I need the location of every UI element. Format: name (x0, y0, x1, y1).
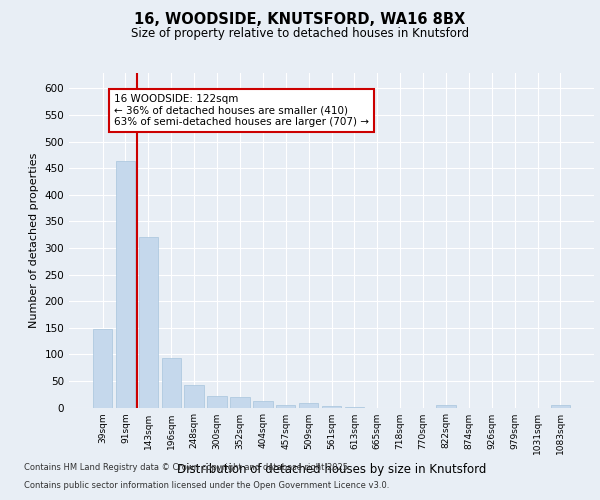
Bar (184, 384, 204, 407)
Bar (230, 397, 250, 407)
Bar (436, 405, 455, 407)
Bar (299, 403, 319, 407)
Text: 16 WOODSIDE: 122sqm
← 36% of detached houses are smaller (410)
63% of semi-detac: 16 WOODSIDE: 122sqm ← 36% of detached ho… (114, 94, 369, 127)
Bar (93, 329, 112, 407)
Bar (208, 396, 227, 407)
Bar (253, 401, 272, 407)
Text: Size of property relative to detached houses in Knutsford: Size of property relative to detached ho… (131, 28, 469, 40)
Bar (161, 358, 181, 408)
Bar (551, 405, 570, 407)
Bar (344, 407, 364, 408)
Bar (322, 406, 341, 408)
Bar (139, 238, 158, 408)
Y-axis label: Number of detached properties: Number of detached properties (29, 152, 39, 328)
Bar (276, 405, 295, 407)
Text: Contains public sector information licensed under the Open Government Licence v3: Contains public sector information licen… (24, 481, 389, 490)
Text: Contains HM Land Registry data © Crown copyright and database right 2025.: Contains HM Land Registry data © Crown c… (24, 464, 350, 472)
Text: 16, WOODSIDE, KNUTSFORD, WA16 8BX: 16, WOODSIDE, KNUTSFORD, WA16 8BX (134, 12, 466, 28)
Bar (116, 162, 135, 408)
X-axis label: Distribution of detached houses by size in Knutsford: Distribution of detached houses by size … (177, 463, 486, 476)
